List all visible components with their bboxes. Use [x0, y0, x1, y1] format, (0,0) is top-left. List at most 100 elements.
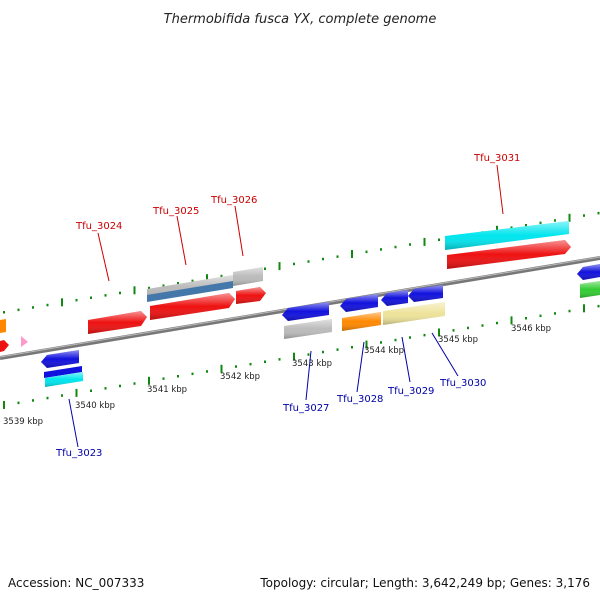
- top-track-minor-tick: [380, 248, 382, 251]
- gene-tfu-3025-feature[interactable]: [147, 275, 233, 302]
- gene-tfu-3028[interactable]: [340, 294, 378, 312]
- gene-tfu-3025[interactable]: [150, 293, 235, 320]
- gene-tfu-3023[interactable]: [41, 350, 82, 378]
- bottom-track-minor-tick: [206, 370, 208, 373]
- top-track-major-tick: [423, 237, 426, 246]
- bottom-track-major-tick: [365, 340, 368, 349]
- gene-tfu-3031[interactable]: [447, 240, 571, 269]
- gene-partial-left-pink[interactable]: [21, 336, 28, 347]
- bottom-track-major-tick: [583, 304, 585, 313]
- gene-partial-right-blue[interactable]: [577, 264, 600, 280]
- bottom-track-major-tick: [3, 401, 5, 409]
- top-track-minor-tick: [104, 294, 107, 297]
- bottom-track-minor-tick: [525, 317, 527, 320]
- top-track-minor-tick: [220, 274, 223, 278]
- gene-tfu-3029-feature[interactable]: [383, 302, 445, 325]
- bottom-track-minor-tick: [452, 329, 455, 332]
- bottom-track-minor-tick: [133, 382, 136, 385]
- top-track-major-tick: [133, 286, 136, 295]
- top-track-minor-tick: [75, 298, 78, 302]
- top-track-minor-tick: [46, 303, 49, 307]
- top-track-minor-tick: [510, 226, 513, 229]
- bottom-track-minor-tick: [162, 377, 165, 380]
- top-track-minor-tick: [264, 267, 266, 270]
- bottom-track-minor-tick: [264, 360, 266, 363]
- bottom-track-major-tick: [510, 316, 513, 325]
- kbp-label-3546: 3546 kbp: [511, 324, 551, 334]
- gene-tfu-3031-feature[interactable]: [445, 221, 569, 250]
- label-tfu-3030[interactable]: Tfu_3030: [439, 378, 486, 389]
- gene-tfu-3030[interactable]: [408, 285, 443, 302]
- gene-group-upper: [0, 221, 600, 334]
- top-track-minor-tick: [90, 296, 92, 299]
- gene-partial-left-red[interactable]: [0, 340, 9, 352]
- gene-partial-left-orange[interactable]: [0, 319, 6, 333]
- top-track-minor-tick: [525, 224, 527, 227]
- leader-tfu-3026: [234, 205, 244, 257]
- kbp-label-3541: 3541 kbp: [147, 385, 187, 395]
- top-track-minor-tick: [597, 211, 600, 215]
- bottom-track-minor-tick: [568, 309, 571, 313]
- gene-tfu-3026[interactable]: [236, 287, 266, 304]
- top-track-minor-tick: [293, 262, 295, 266]
- leader-tfu-3031: [496, 164, 504, 215]
- label-tfu-3031[interactable]: Tfu_3031: [473, 153, 520, 164]
- kbp-label-3543: 3543 kbp: [292, 359, 332, 369]
- top-track-minor-tick: [394, 245, 397, 249]
- gene-tfu-3023-feature[interactable]: [45, 372, 83, 387]
- bottom-track-minor-tick: [481, 324, 484, 327]
- bottom-track-major-tick: [438, 328, 440, 337]
- label-tfu-3025[interactable]: Tfu_3025: [152, 206, 199, 217]
- top-track-minor-tick: [3, 311, 5, 314]
- bottom-track-major-tick: [293, 352, 295, 361]
- gene-tfu-3029[interactable]: [381, 290, 408, 306]
- top-track-minor-tick: [191, 279, 194, 283]
- top-track-minor-tick: [119, 291, 121, 295]
- top-track-minor-tick: [539, 221, 542, 225]
- label-tfu-3023[interactable]: Tfu_3023: [55, 448, 102, 459]
- label-tfu-3027[interactable]: Tfu_3027: [282, 403, 329, 414]
- bottom-track-minor-tick: [104, 387, 107, 390]
- top-track-minor-tick: [162, 284, 165, 287]
- leader-tfu-3030: [431, 332, 459, 377]
- top-track-minor-tick: [554, 219, 556, 222]
- leader-tfu-3027: [305, 350, 312, 401]
- label-tfu-3024[interactable]: Tfu_3024: [75, 221, 122, 232]
- bottom-track-minor-tick: [61, 394, 63, 397]
- gene-tfu-3027[interactable]: [282, 302, 329, 321]
- label-tfu-3028[interactable]: Tfu_3028: [336, 394, 383, 405]
- bottom-track-minor-tick: [307, 353, 310, 356]
- tick-track-bottom: [3, 304, 600, 409]
- bottom-track-minor-tick: [423, 333, 426, 337]
- top-track-major-tick: [278, 262, 281, 271]
- bottom-track-minor-tick: [119, 384, 121, 388]
- top-track-major-tick: [351, 250, 353, 258]
- gene-tfu-3024[interactable]: [88, 311, 147, 334]
- gene-tfu-3028-feature[interactable]: [342, 312, 381, 331]
- gene-tfu-3026-feature[interactable]: [233, 267, 263, 286]
- bottom-track-minor-tick: [394, 338, 397, 342]
- top-track-minor-tick: [148, 286, 150, 290]
- bottom-track-major-tick: [75, 388, 78, 397]
- gene-tfu-3027-feature[interactable]: [284, 319, 332, 339]
- leader-tfu-3024: [97, 232, 110, 282]
- label-tfu-3026[interactable]: Tfu_3026: [210, 195, 257, 206]
- bottom-track-minor-tick: [90, 389, 92, 392]
- leader-tfu-3025: [176, 215, 187, 266]
- bottom-track-minor-tick: [597, 304, 600, 308]
- bottom-track-minor-tick: [235, 365, 237, 368]
- top-track-major-tick: [61, 298, 63, 307]
- label-tfu-3029[interactable]: Tfu_3029: [387, 386, 434, 397]
- top-track-minor-tick: [17, 308, 20, 312]
- leader-tfu-3023: [68, 398, 79, 448]
- kbp-label-3545: 3545 kbp: [438, 335, 478, 345]
- top-track-minor-tick: [409, 243, 411, 246]
- gene-group-lower: [0, 285, 445, 387]
- gene-partial-right-green[interactable]: [580, 281, 600, 298]
- top-track-minor-tick: [438, 238, 440, 241]
- bottom-track-minor-tick: [496, 321, 498, 325]
- bottom-track-minor-tick: [336, 348, 339, 351]
- bottom-track-minor-tick: [467, 326, 469, 330]
- top-track-minor-tick: [583, 214, 585, 217]
